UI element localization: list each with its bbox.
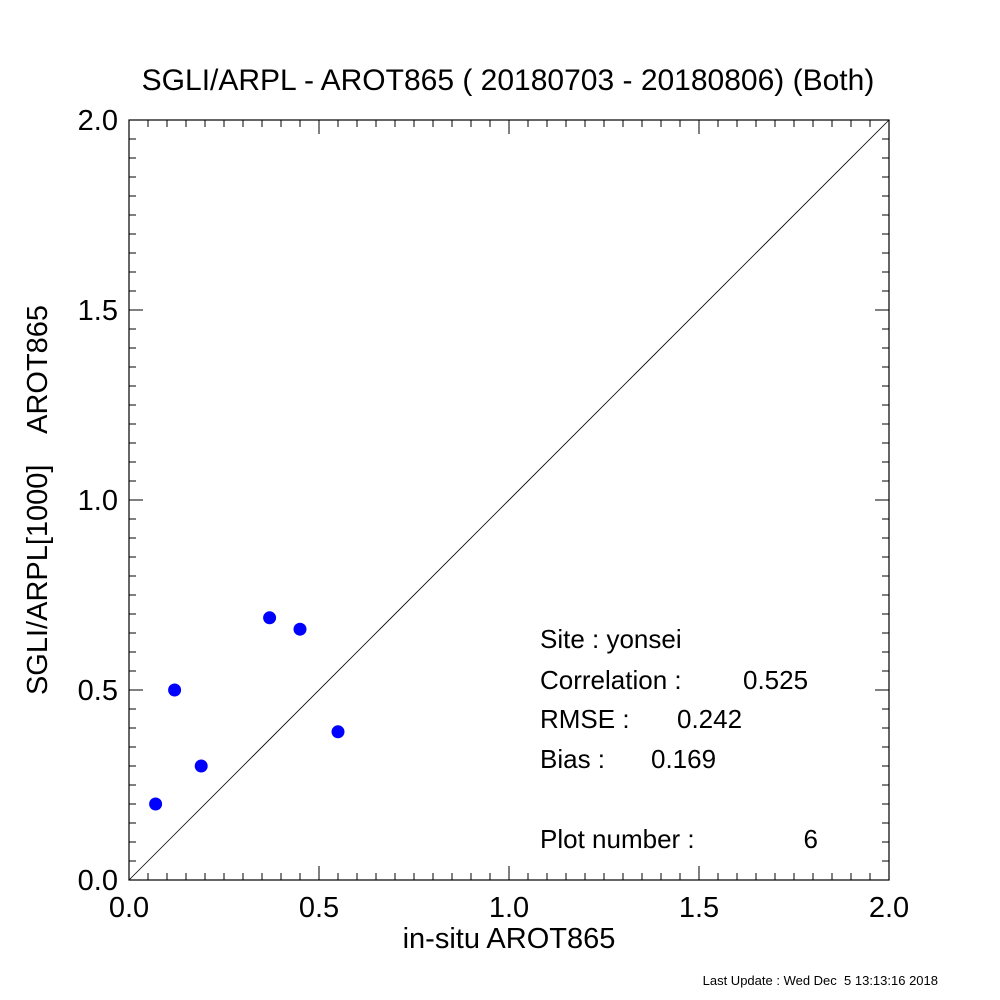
axis-tick-labels: 0.0 0.5 1.0 1.5 2.0 0.0 0.5 1.0 1.5 2.0 — [78, 105, 909, 924]
x-tick-label: 0.5 — [299, 892, 339, 924]
rmse-value: 0.242 — [677, 704, 742, 734]
plot-frame — [128, 119, 890, 881]
y-tick-label: 1.0 — [78, 485, 118, 517]
one-to-one-line — [128, 119, 890, 881]
data-points — [149, 611, 345, 811]
bias-label: Bias : — [540, 744, 605, 774]
data-point — [194, 759, 208, 773]
data-point — [168, 683, 182, 697]
x-tick-label: 2.0 — [869, 892, 909, 924]
y-tick-label: 2.0 — [78, 105, 118, 137]
plot-number-label: Plot number : — [540, 824, 695, 854]
chart-title: SGLI/ARPL - AROT865 ( 20180703 - 2018080… — [142, 64, 875, 97]
y-tick-label: 0.0 — [78, 865, 118, 897]
axis-ticks — [128, 119, 890, 881]
site-annotation: Site : yonsei — [540, 624, 682, 654]
x-axis-label: in-situ AROT865 — [403, 923, 616, 955]
data-point — [263, 611, 277, 625]
x-tick-label: 1.0 — [489, 892, 529, 924]
plot-number-value: 6 — [804, 824, 818, 854]
correlation-value: 0.525 — [743, 665, 808, 695]
y-axis-label: SGLI/ARPL[1000] AROT865 — [22, 305, 54, 695]
x-tick-label: 1.5 — [679, 892, 719, 924]
rmse-label: RMSE : — [540, 704, 630, 734]
last-update-footer: Last Update : Wed Dec 5 13:13:16 2018 — [703, 973, 938, 988]
data-point — [293, 622, 307, 636]
y-tick-label: 1.5 — [78, 295, 118, 327]
data-point — [331, 725, 345, 739]
correlation-label: Correlation : — [540, 665, 682, 695]
data-point — [149, 797, 163, 811]
bias-value: 0.169 — [651, 744, 716, 774]
x-tick-label: 0.0 — [109, 892, 149, 924]
y-tick-label: 0.5 — [78, 675, 118, 707]
